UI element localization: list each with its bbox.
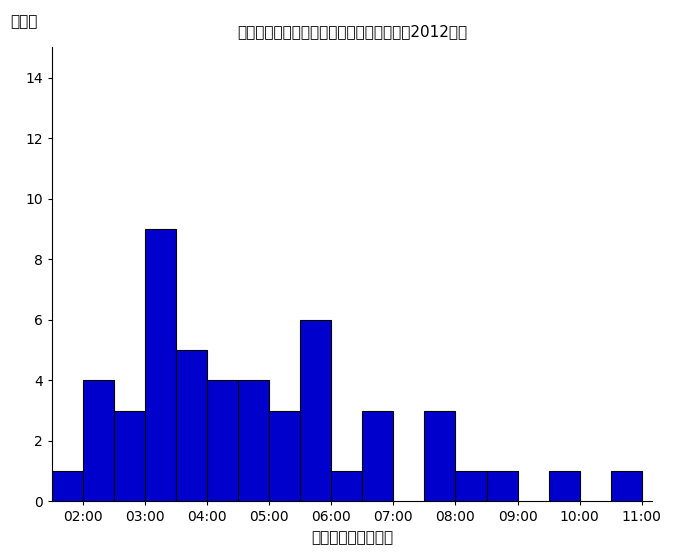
Bar [114, 410, 145, 501]
Bar [487, 471, 517, 501]
Bar [362, 410, 393, 501]
Bar [52, 471, 83, 501]
Bar [176, 350, 207, 501]
Bar [424, 410, 456, 501]
Bar [238, 380, 269, 501]
Bar [549, 471, 580, 501]
X-axis label: パフォーマンス時間: パフォーマンス時間 [311, 530, 393, 545]
Bar [207, 380, 238, 501]
Title: パフォーマンス時間ごとの歌手数の分布（2012年）: パフォーマンス時間ごとの歌手数の分布（2012年） [237, 24, 467, 39]
Bar [300, 320, 332, 501]
Bar [145, 229, 176, 501]
Bar [611, 471, 642, 501]
Bar [269, 410, 300, 501]
Text: 歌手数: 歌手数 [9, 14, 37, 29]
Bar [456, 471, 487, 501]
Bar [332, 471, 362, 501]
Bar [83, 380, 114, 501]
